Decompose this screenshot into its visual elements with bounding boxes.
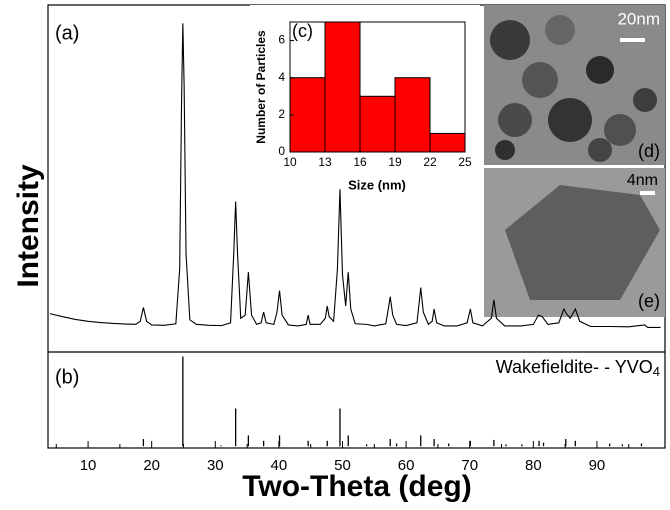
xrd-curve <box>49 23 661 328</box>
reference-label: Wakefieldite- - YVO4 <box>496 357 660 380</box>
x-tick-label: 22 <box>423 155 437 169</box>
x-tick-label: 80 <box>525 457 542 474</box>
x-tick-label: 25 <box>458 155 472 169</box>
x-tick-label: 10 <box>80 457 97 474</box>
reference-subscript: 4 <box>653 364 660 379</box>
tem-image-e <box>484 168 665 317</box>
x-tick-label: 30 <box>207 457 224 474</box>
y-tick-label: 2 <box>278 107 285 121</box>
histogram-bar <box>324 21 361 153</box>
tem-image-d <box>484 5 665 165</box>
y-tick-label: 4 <box>278 70 285 84</box>
x-tick-label: 60 <box>398 457 415 474</box>
x-tick-label: 50 <box>334 457 351 474</box>
histogram-bar <box>394 77 431 153</box>
panel-label: (c) <box>292 21 313 41</box>
inset-x-label: Size (nm) <box>348 177 406 192</box>
y-tick-label: 0 <box>278 144 285 158</box>
histogram-bar <box>429 132 466 153</box>
x-tick-label: 13 <box>318 155 332 169</box>
x-tick-label: 90 <box>589 457 606 474</box>
inset-y-label: Number of Particles <box>254 30 268 144</box>
x-tick-label: 10 <box>283 155 297 169</box>
scale-label: 20nm <box>617 9 660 28</box>
panel-label: (b) <box>55 366 79 388</box>
histogram-bar <box>359 95 396 153</box>
panel-label: (a) <box>55 22 79 44</box>
reference-text: Wakefieldite- - YVO <box>496 357 653 377</box>
panel-label: (e) <box>638 291 660 311</box>
x-axis-label: Two-Theta (deg) <box>242 470 471 503</box>
x-tick-label: 19 <box>388 155 402 169</box>
y-axis-label: Intensity <box>12 164 45 288</box>
y-tick-label: 6 <box>278 33 285 47</box>
inset-frame <box>289 21 466 153</box>
histogram-bar <box>289 77 326 153</box>
x-tick-label: 16 <box>353 155 367 169</box>
panel-label: (d) <box>638 141 660 161</box>
x-tick-label: 70 <box>461 457 478 474</box>
x-tick-label: 20 <box>143 457 160 474</box>
x-tick-label: 40 <box>271 457 288 474</box>
scale-label: 4nm <box>627 172 658 189</box>
